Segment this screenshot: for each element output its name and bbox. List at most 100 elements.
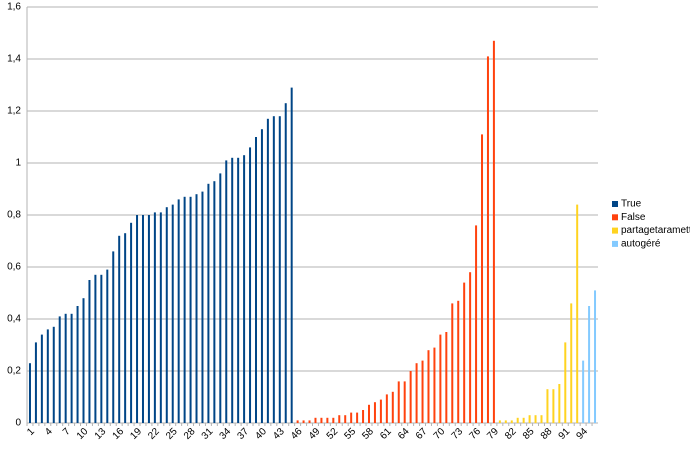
- bar: [76, 306, 79, 423]
- bar: [356, 412, 359, 423]
- bar: [249, 147, 252, 423]
- bar: [516, 417, 519, 423]
- bar: [58, 316, 61, 423]
- x-tick-label: 19: [128, 426, 144, 442]
- y-tick-label: 0,4: [7, 314, 21, 325]
- bar: [219, 173, 222, 423]
- bar: [278, 116, 281, 423]
- bar: [213, 181, 216, 423]
- bar: [481, 134, 484, 423]
- bar: [296, 420, 299, 423]
- bar: [195, 194, 198, 423]
- bar: [385, 394, 388, 423]
- bar: [451, 303, 454, 423]
- x-tick-label: 7: [61, 426, 73, 438]
- bar: [34, 342, 37, 423]
- bar: [171, 204, 174, 423]
- x-tick-label: 55: [343, 426, 359, 442]
- legend-label: partagetaramette: [621, 225, 690, 236]
- bar: [159, 212, 162, 423]
- bar: [403, 381, 406, 423]
- bar: [368, 404, 371, 423]
- x-tick-label: 34: [218, 426, 234, 442]
- bar: [118, 235, 121, 423]
- bar: [100, 274, 103, 423]
- bar: [445, 332, 448, 423]
- bar: [94, 274, 97, 423]
- bar: [112, 251, 115, 423]
- bar: [237, 157, 240, 424]
- bar: [350, 412, 353, 423]
- bar: [594, 290, 597, 423]
- bar: [52, 326, 55, 423]
- bar: [409, 371, 412, 423]
- x-tick-label: 31: [200, 426, 216, 442]
- bar: [492, 40, 495, 424]
- bar: [344, 415, 347, 423]
- bar: [141, 215, 144, 423]
- bar: [46, 329, 49, 423]
- y-tick-label: 0,6: [7, 262, 21, 273]
- bar: [314, 417, 317, 423]
- bar: [397, 381, 400, 423]
- y-tick-label: 0,8: [7, 210, 21, 221]
- bar: [207, 183, 210, 423]
- bar: [272, 116, 275, 423]
- bar: [528, 415, 531, 423]
- bar: [136, 215, 139, 423]
- bar: [254, 137, 257, 423]
- x-tick-label: 91: [557, 426, 573, 442]
- bar: [231, 157, 234, 424]
- bar: [70, 313, 73, 423]
- bar: [463, 282, 466, 423]
- y-tick-label: 1,6: [7, 2, 21, 13]
- bar: [302, 420, 305, 423]
- x-tick-label: 85: [521, 426, 537, 442]
- bar: [534, 415, 537, 423]
- bar: [225, 160, 228, 423]
- bar: [427, 350, 430, 423]
- bar: [362, 410, 365, 423]
- bar: [106, 269, 109, 423]
- bar: [540, 415, 543, 423]
- x-tick-label: 76: [467, 426, 483, 442]
- bar: [576, 204, 579, 423]
- bar: [338, 415, 341, 423]
- legend-swatch: [612, 214, 618, 221]
- x-tick-label: 52: [325, 426, 341, 442]
- bar: [177, 199, 180, 423]
- bar: [320, 417, 323, 423]
- bar: [415, 363, 418, 423]
- bar: [498, 420, 501, 423]
- x-tick-label: 28: [182, 426, 198, 442]
- bar: [290, 87, 293, 423]
- bar: [40, 334, 43, 423]
- bar: [308, 420, 311, 423]
- x-tick-label: 43: [271, 426, 287, 442]
- bar: [201, 191, 204, 423]
- x-tick-label: 61: [378, 426, 394, 442]
- bar: [183, 196, 186, 423]
- bar: [284, 103, 287, 423]
- bar: [82, 298, 85, 423]
- bar: [439, 334, 442, 423]
- x-tick-label: 64: [396, 426, 412, 442]
- y-tick-label: 0: [15, 418, 21, 429]
- x-tick-label: 88: [539, 426, 555, 442]
- bar: [28, 363, 31, 423]
- y-tick-label: 1,2: [7, 106, 21, 117]
- x-tick-label: 37: [235, 426, 251, 442]
- bar: [486, 56, 489, 424]
- bar: [564, 342, 567, 423]
- y-tick-label: 0,2: [7, 366, 21, 377]
- bar: [243, 155, 246, 423]
- bar: [558, 384, 561, 423]
- legend-label: False: [621, 212, 646, 223]
- x-tick-label: 10: [75, 426, 91, 442]
- x-tick-label: 79: [485, 426, 501, 442]
- bar: [165, 207, 168, 423]
- legend-label: autogéré: [621, 239, 661, 250]
- bar: [457, 300, 460, 423]
